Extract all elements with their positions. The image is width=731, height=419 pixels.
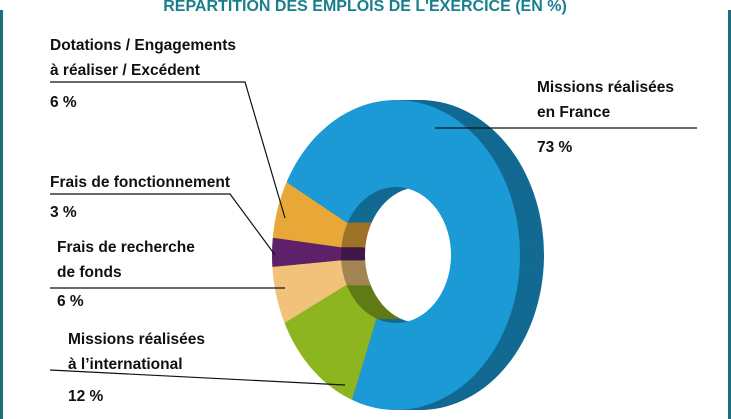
frame-right <box>728 10 731 419</box>
category-label: Missions réalisées en France <box>537 79 674 121</box>
value-label: 73 % <box>537 139 573 156</box>
slice <box>284 284 377 400</box>
category-label: Frais de recherche de fonds <box>57 239 195 281</box>
label-line: Frais de fonctionnement <box>50 174 230 191</box>
leader-lines <box>49 81 697 386</box>
leader-line <box>50 81 286 219</box>
frame-left <box>0 10 3 419</box>
slice <box>272 260 347 323</box>
label-line: Missions réalisées <box>68 331 205 348</box>
value-label: 6 % <box>57 293 84 310</box>
label-line: à réaliser / Excédent <box>50 62 200 79</box>
category-label: Frais de fonctionnement <box>50 174 230 191</box>
slice <box>272 182 348 248</box>
value-label: 12 % <box>68 388 104 405</box>
label-line: à l’international <box>68 356 183 373</box>
chart-title: RÉPARTITION DES EMPLOIS DE L'EXERCICE (E… <box>163 0 567 15</box>
value-label: 3 % <box>50 204 77 221</box>
label-line: Dotations / Engagements <box>50 37 236 54</box>
category-label: Dotations / Engagements à réaliser / Excé… <box>50 37 236 79</box>
donut-front <box>272 99 520 410</box>
leader-line <box>50 193 276 256</box>
label-line: Missions réalisées <box>537 79 674 96</box>
value-label: 6 % <box>50 94 77 111</box>
label-line: de fonds <box>57 264 122 281</box>
label-line: Frais de recherche <box>57 239 195 256</box>
labels: Missions réalisées en France 73 % Missions … <box>50 37 674 405</box>
slice <box>272 237 342 267</box>
leader-line <box>49 369 346 386</box>
label-line: en France <box>537 104 611 121</box>
slice <box>286 99 520 410</box>
category-label: Missions réalisées à l’international <box>68 331 205 373</box>
